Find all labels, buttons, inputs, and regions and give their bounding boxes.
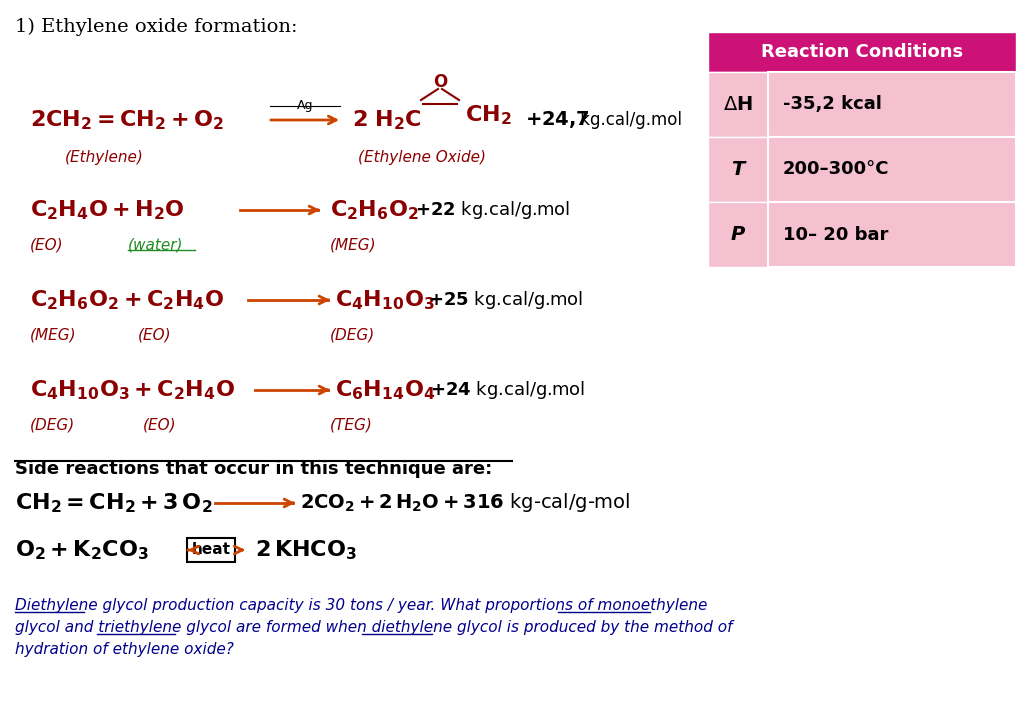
FancyBboxPatch shape <box>708 72 768 137</box>
Text: $\mathbf{2CH_2{=}CH_2 + O_2}$: $\mathbf{2CH_2{=}CH_2 + O_2}$ <box>30 108 224 132</box>
Text: (EO): (EO) <box>30 238 63 253</box>
Text: (EO): (EO) <box>143 418 176 433</box>
Text: $\mathbf{CH_2{=}CH_2 + 3\,O_2}$: $\mathbf{CH_2{=}CH_2 + 3\,O_2}$ <box>15 491 213 515</box>
Text: (DEG): (DEG) <box>330 328 375 343</box>
Text: $\mathbf{+ 22}$ kg.cal/g.mol: $\mathbf{+ 22}$ kg.cal/g.mol <box>415 199 570 221</box>
Text: (TEG): (TEG) <box>330 418 373 433</box>
Text: (DEG): (DEG) <box>30 418 75 433</box>
Text: T: T <box>731 160 744 179</box>
FancyBboxPatch shape <box>708 32 1016 72</box>
Text: $\mathbf{+ 24}$ kg.cal/g.mol: $\mathbf{+ 24}$ kg.cal/g.mol <box>430 379 586 401</box>
Text: 10– 20 bar: 10– 20 bar <box>783 226 889 243</box>
Text: $\mathbf{C_2H_6O_2}$: $\mathbf{C_2H_6O_2}$ <box>330 198 419 222</box>
Text: (water): (water) <box>128 238 183 253</box>
Text: (Ethylene Oxide): (Ethylene Oxide) <box>358 150 486 165</box>
Text: $\mathbf{2CO_2 + 2\,H_2O + 316}$ kg-cal/g-mol: $\mathbf{2CO_2 + 2\,H_2O + 316}$ kg-cal/… <box>300 491 631 515</box>
Text: $\mathbf{2\,KHCO_3}$: $\mathbf{2\,KHCO_3}$ <box>255 538 357 562</box>
Text: (Ethylene): (Ethylene) <box>65 150 144 165</box>
Text: (MEG): (MEG) <box>330 238 377 253</box>
Text: Diethylene glycol production capacity is 30 tons / year. What proportions of mon: Diethylene glycol production capacity is… <box>15 598 708 613</box>
Text: glycol and triethylene glycol are formed when diethylene glycol is produced by t: glycol and triethylene glycol are formed… <box>15 620 732 635</box>
FancyBboxPatch shape <box>768 202 1016 267</box>
FancyBboxPatch shape <box>187 538 234 562</box>
Text: Side reactions that occur in this technique are:: Side reactions that occur in this techni… <box>15 460 493 478</box>
FancyBboxPatch shape <box>708 137 768 202</box>
Text: $\mathbf{C_2H_4O + H_2O}$: $\mathbf{C_2H_4O + H_2O}$ <box>30 198 184 222</box>
Text: P: P <box>731 225 745 244</box>
Text: (MEG): (MEG) <box>30 328 77 343</box>
Text: $\mathbf{C_2H_6O_2 + C_2H_4O}$: $\mathbf{C_2H_6O_2 + C_2H_4O}$ <box>30 288 224 312</box>
Text: $\mathbf{C_4H_{10}O_3 + C_2H_4O}$: $\mathbf{C_4H_{10}O_3 + C_2H_4O}$ <box>30 378 236 402</box>
Text: $\mathbf{C_4H_{10}O_3}$: $\mathbf{C_4H_{10}O_3}$ <box>335 288 435 312</box>
Text: $\mathbf{2\ H_2C}$: $\mathbf{2\ H_2C}$ <box>352 108 422 132</box>
Text: Reaction Conditions: Reaction Conditions <box>761 43 963 61</box>
Text: $\Delta$H: $\Delta$H <box>723 95 753 114</box>
Text: Ag: Ag <box>297 99 313 112</box>
Text: -35,2 kcal: -35,2 kcal <box>783 95 882 114</box>
Text: 200–300°C: 200–300°C <box>783 161 890 178</box>
Text: (EO): (EO) <box>138 328 172 343</box>
Text: $\mathbf{CH_2}$: $\mathbf{CH_2}$ <box>465 103 512 127</box>
Text: hydration of ethylene oxide?: hydration of ethylene oxide? <box>15 642 233 657</box>
Text: O: O <box>433 73 447 91</box>
FancyBboxPatch shape <box>708 202 768 267</box>
Text: $\mathbf{+ 24{,}7}$: $\mathbf{+ 24{,}7}$ <box>525 109 590 130</box>
Text: $\mathbf{+ 25}$ kg.cal/g.mol: $\mathbf{+ 25}$ kg.cal/g.mol <box>428 289 584 311</box>
Text: $\mathbf{O_2 + K_2CO_3}$: $\mathbf{O_2 + K_2CO_3}$ <box>15 538 148 562</box>
Text: kg.cal/g.mol: kg.cal/g.mol <box>575 111 682 129</box>
Text: $\mathbf{C_6H_{14}O_4}$: $\mathbf{C_6H_{14}O_4}$ <box>335 378 435 402</box>
FancyBboxPatch shape <box>768 137 1016 202</box>
Text: 1) Ethylene oxide formation:: 1) Ethylene oxide formation: <box>15 18 298 36</box>
Text: heat: heat <box>191 543 230 558</box>
FancyBboxPatch shape <box>768 72 1016 137</box>
